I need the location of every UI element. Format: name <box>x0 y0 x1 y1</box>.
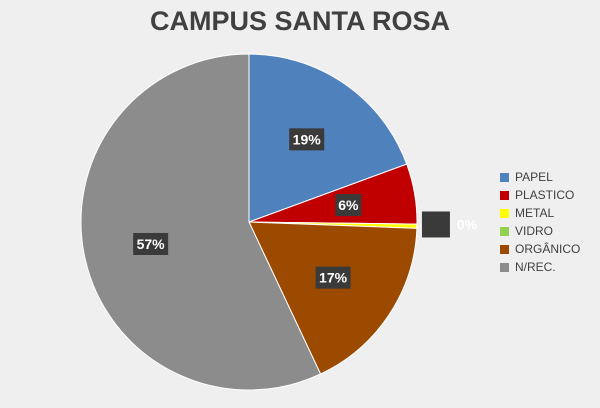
chart-title: CAMPUS SANTA ROSA <box>149 6 450 36</box>
legend-swatch-metal <box>500 208 509 218</box>
legend-label-organico: ORGÂNICO <box>515 242 581 256</box>
legend-item-n-rec: N/REC. <box>500 258 580 276</box>
data-label-n-rec: 57% <box>137 236 166 252</box>
slice-n-rec <box>80 53 322 391</box>
legend-item-plastico: PLASTICO <box>500 186 580 204</box>
legend-label-n-rec: N/REC. <box>515 260 556 274</box>
legend: PAPEL PLASTICO METAL VIDRO ORGÂNICO N/REC. <box>500 168 580 276</box>
label-box-organico <box>315 266 351 289</box>
data-label-metal: 0% <box>457 216 478 232</box>
data-label-organico: 17% <box>319 270 348 286</box>
legend-label-vidro: VIDRO <box>515 224 554 238</box>
legend-item-metal: METAL <box>500 204 580 222</box>
legend-label-papel: PAPEL <box>515 170 553 184</box>
legend-item-papel: PAPEL <box>500 168 580 186</box>
label-box-plastico <box>335 193 362 216</box>
legend-item-vidro: VIDRO <box>500 222 580 240</box>
legend-swatch-organico <box>500 244 509 254</box>
slice-papel <box>248 53 408 223</box>
label-box-n-rec <box>133 232 169 255</box>
legend-swatch-n-rec <box>500 262 509 272</box>
legend-swatch-plastico <box>500 190 509 200</box>
data-label-papel: 19% <box>293 131 322 147</box>
legend-label-metal: METAL <box>515 206 555 220</box>
labels-group: 19% 6% 0% 17% 57% <box>133 128 478 289</box>
slices-group <box>80 53 418 391</box>
label-box-metal <box>421 211 450 238</box>
slice-organico <box>248 221 418 375</box>
legend-label-plastico: PLASTICO <box>515 188 575 202</box>
legend-swatch-papel <box>500 172 509 182</box>
legend-swatch-vidro <box>500 226 509 236</box>
legend-item-organico: ORGÂNICO <box>500 240 580 258</box>
label-box-papel <box>289 128 325 151</box>
data-label-plastico: 6% <box>338 197 359 213</box>
